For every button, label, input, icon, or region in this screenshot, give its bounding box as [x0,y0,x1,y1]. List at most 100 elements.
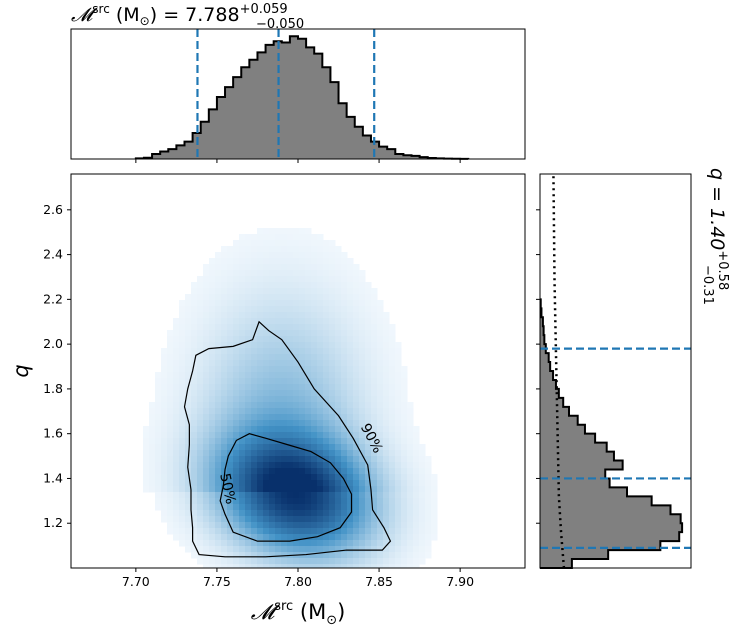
density-cell [317,294,324,301]
density-cell [221,246,228,253]
mass-ratio-bin [540,326,544,336]
density-cell [281,390,288,397]
density-cell [425,480,432,487]
density-cell [335,426,342,433]
density-cell [197,390,204,397]
density-cell [335,564,342,568]
density-cell [209,264,216,271]
density-cell [203,456,210,463]
density-cell [311,360,318,367]
density-cell [299,330,306,337]
density-cell [185,510,192,517]
density-cell [311,282,318,289]
density-cell [263,294,270,301]
density-cell [335,264,342,271]
density-cell [239,426,246,433]
density-cell [335,462,342,469]
density-cell [263,444,270,451]
density-cell [221,252,228,259]
density-cell [299,456,306,463]
density-cell [335,534,342,541]
density-cell [203,450,210,457]
density-cell [251,312,258,319]
density-cell [413,480,420,487]
density-cell [209,438,216,445]
chirp-mass-bin [233,77,242,159]
chirp-mass-bin [314,53,323,159]
density-cell [269,246,276,253]
density-cell [221,258,228,265]
density-cell [281,444,288,451]
density-cell [323,318,330,325]
density-cell [227,390,234,397]
density-cell [167,390,174,397]
density-cell [329,348,336,355]
density-cell [263,498,270,505]
density-cell [245,462,252,469]
density-cell [185,528,192,535]
density-cell [245,528,252,535]
density-cell [377,390,384,397]
density-cell [203,486,210,493]
density-cell [287,324,294,331]
density-cell [395,384,402,391]
density-cell [305,252,312,259]
density-cell [353,456,360,463]
density-cell [263,234,270,241]
density-cell [305,402,312,409]
density-cell [281,456,288,463]
density-cell [377,360,384,367]
density-cell [143,462,150,469]
density-cell [239,444,246,451]
density-cell [329,270,336,277]
density-cell [221,540,228,547]
density-cell [383,372,390,379]
density-cell [287,246,294,253]
density-cell [269,252,276,259]
density-cell [371,552,378,559]
density-cell [401,432,408,439]
density-cell [299,312,306,319]
density-cell [419,546,426,553]
density-cell [359,270,366,277]
density-cell [239,312,246,319]
density-cell [275,366,282,373]
density-cell [341,276,348,283]
density-cell [239,234,246,241]
density-cell [287,480,294,487]
density-cell [293,318,300,325]
density-cell [155,444,162,451]
density-cell [305,378,312,385]
density-cell [245,288,252,295]
density-cell [341,306,348,313]
density-cell [221,384,228,391]
density-cell [311,378,318,385]
density-cell [299,438,306,445]
density-cell [263,306,270,313]
density-cell [377,480,384,487]
density-cell [329,552,336,559]
mass-ratio-bin [540,406,569,417]
density-cell [245,564,252,568]
density-cell [215,408,222,415]
density-cell [257,294,264,301]
density-cell [263,354,270,361]
chirp-mass-bin [362,135,372,159]
density-cell [245,372,252,379]
density-cell [359,312,366,319]
density-cell [227,504,234,511]
density-cell [263,324,270,331]
chirp-mass-bin [160,151,169,159]
density-cell [203,330,210,337]
density-cell [215,360,222,367]
density-cell [209,312,216,319]
density-cell [263,522,270,529]
chirp-mass-bin [265,44,275,159]
density-cell [215,258,222,265]
density-cell [191,456,198,463]
density-cell [341,558,348,565]
density-cell [359,390,366,397]
density-cell [335,246,342,253]
density-cell [335,384,342,391]
density-cell [209,498,216,505]
